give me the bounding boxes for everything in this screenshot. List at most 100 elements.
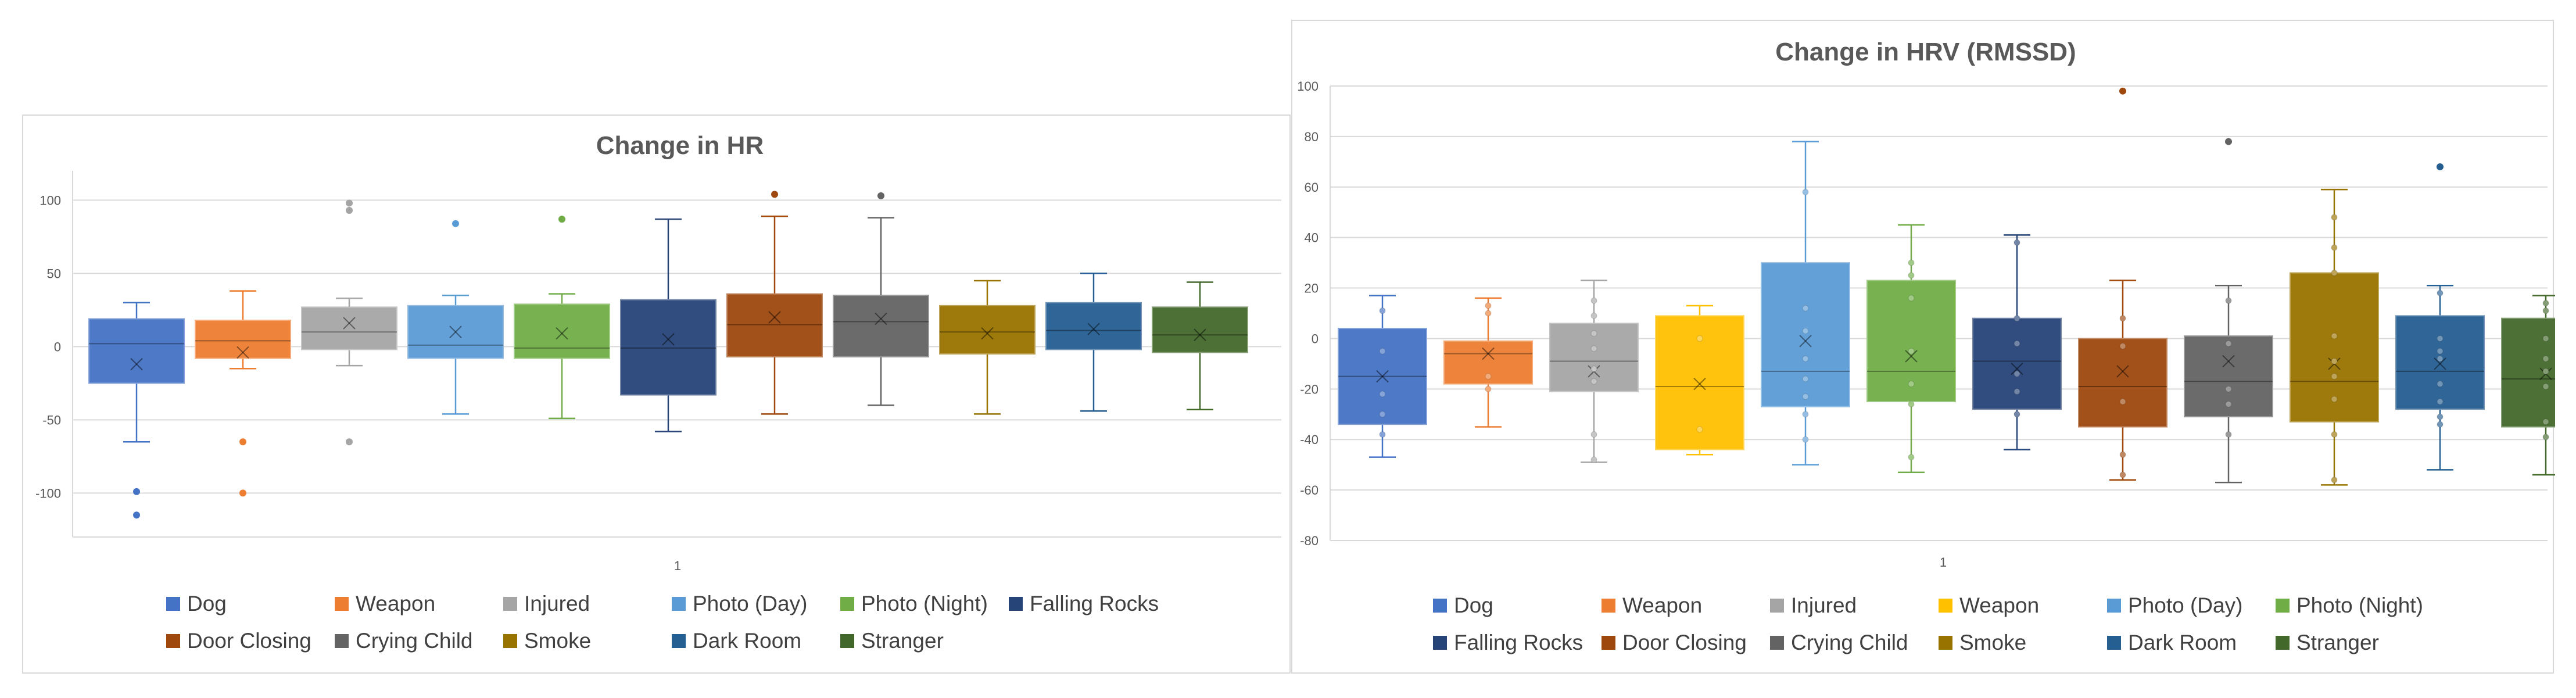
hrv-box-iqr: [2078, 338, 2167, 428]
hrv-data-point: [2437, 381, 2444, 388]
hrv-data-point: [2542, 300, 2549, 307]
hr-chart: Change in HR -100 -50 0 50 100 1 Dog Weapon In…: [35, 131, 1281, 653]
hr-y-tick-label: 100: [40, 193, 61, 207]
hrv-data-point: [1590, 378, 1597, 385]
hrv-data-point: [2331, 269, 2338, 276]
hrv-data-point: [2331, 358, 2338, 365]
hr-legend-item-dog: Dog: [166, 592, 227, 615]
hr-mean-marker: [662, 333, 675, 346]
hr-outlier-point: [771, 191, 778, 198]
hr-legend-label: Injured: [524, 592, 590, 615]
hrv-data-point: [2225, 340, 2232, 347]
hrv-data-point: [2437, 289, 2444, 296]
hrv-y-tick-label: -40: [1300, 432, 1319, 447]
hr-mean-marker: [130, 357, 143, 371]
hr-outlier-point: [346, 199, 353, 207]
hrv-chart-panel: Change in HRV (RMSSD) -80 -60 -40 -20 0 20 40 6…: [1291, 20, 2555, 674]
hrv-legend-label: Stranger: [2296, 631, 2379, 654]
hrv-data-point: [2225, 400, 2232, 407]
hrv-data-point: [2331, 244, 2338, 251]
hrv-mean-marker: [1905, 350, 1918, 363]
hrv-data-point: [2542, 335, 2549, 342]
hr-mean-marker: [1194, 328, 1206, 341]
hrv-legend-swatch: [1939, 599, 1952, 613]
hr-legend-item-injured: Injured: [503, 592, 590, 615]
hr-legend-swatch: [503, 634, 517, 648]
hrv-mean-marker: [1799, 335, 1812, 348]
hr-legend-label: Dark Room: [693, 629, 801, 653]
hrv-data-point: [2013, 315, 2020, 322]
hrv-legend-label: Photo (Night): [2296, 593, 2423, 617]
hr-legend-item-door-closing: Door Closing: [166, 629, 311, 653]
hrv-box-weapon: [1655, 305, 1744, 456]
hr-mean-marker: [662, 333, 675, 346]
hrv-data-point: [1696, 426, 1703, 433]
hr-outlier-point: [877, 192, 884, 199]
hr-legend-label: Photo (Day): [693, 592, 807, 615]
hrv-legend-swatch: [2107, 636, 2121, 650]
hr-legend-item-photo-day: Photo (Day): [672, 592, 807, 615]
hr-box-iqr: [301, 306, 397, 350]
hr-box-iqr: [620, 299, 716, 396]
hrv-legend-item-falling-rocks: Falling Rocks: [1433, 631, 1583, 654]
hrv-data-point: [2119, 451, 2126, 458]
hrv-data-point: [1908, 381, 1915, 388]
hrv-y-tick-label: -20: [1300, 382, 1319, 396]
hrv-box-falling-rocks: [1972, 234, 2062, 450]
hrv-data-point: [1590, 345, 1597, 352]
hrv-y-tick-label: 40: [1305, 231, 1319, 245]
hr-box-injured: [301, 199, 397, 446]
hrv-mean-marker: [1905, 350, 1918, 363]
hr-box-iqr: [726, 293, 823, 358]
hrv-data-point: [2331, 396, 2338, 403]
hrv-data-point: [1379, 348, 1386, 355]
hrv-legend-label: Injured: [1791, 593, 1857, 617]
hrv-data-point: [2437, 335, 2444, 342]
hrv-data-point: [1485, 385, 1492, 392]
hrv-box-photo-night: [1866, 224, 1956, 473]
hrv-data-point: [2013, 388, 2020, 395]
hrv-legend-swatch: [1770, 599, 1784, 613]
hr-mean-marker: [343, 317, 356, 330]
hrv-data-point: [1802, 355, 1809, 362]
hrv-box-iqr: [1972, 317, 2062, 410]
hrv-box-iqr: [1761, 262, 1850, 407]
hrv-legend-item-injured: Injured: [1770, 593, 1857, 617]
hrv-data-point: [1908, 259, 1915, 266]
hrv-mean-marker: [1376, 370, 1389, 383]
hr-legend-item-falling-rocks: Falling Rocks: [1009, 592, 1159, 615]
hrv-legend-item-photo-night: Photo (Night): [2276, 593, 2423, 617]
hr-mean-marker: [1087, 323, 1100, 335]
hr-mean-marker: [1194, 328, 1206, 341]
hr-outlier-point: [346, 438, 353, 446]
hr-mean-marker: [556, 327, 568, 340]
hrv-mean-marker: [2222, 355, 2235, 368]
hrv-box-injured: [1549, 280, 1639, 463]
hrv-outlier-point: [2437, 163, 2444, 171]
hr-outlier-point: [133, 488, 140, 495]
hr-box-photo-night: [514, 216, 610, 420]
hrv-legend-item-crying-child: Crying Child: [1770, 631, 1908, 654]
hr-box-iqr: [1152, 306, 1248, 353]
hrv-box-dog: [1338, 295, 1427, 458]
hrv-data-point: [2542, 434, 2549, 441]
hr-legend-swatch: [672, 634, 686, 648]
hr-outlier-point: [133, 511, 140, 519]
hrv-data-point: [1379, 391, 1386, 398]
hr-mean-marker: [343, 317, 356, 330]
hrv-data-point: [2437, 398, 2444, 405]
hrv-data-point: [1696, 335, 1703, 342]
hrv-data-point: [2119, 398, 2126, 405]
hr-legend-swatch: [166, 634, 180, 648]
hr-legend-item-stranger: Stranger: [840, 629, 944, 653]
hr-legend-label: Crying Child: [356, 629, 473, 653]
hrv-data-point: [1485, 302, 1492, 309]
hrv-chart: Change in HRV (RMSSD) -80 -60 -40 -20 0 20 40 6…: [1297, 38, 2555, 654]
hrv-data-point: [1908, 348, 1915, 355]
hr-legend-label: Door Closing: [187, 629, 311, 653]
hr-outlier-point: [558, 216, 565, 223]
hrv-legend-label: Dark Room: [2128, 631, 2237, 654]
hrv-legend-label: Door Closing: [1622, 631, 1747, 654]
hrv-data-point: [2013, 370, 2020, 377]
hrv-data-point: [1802, 305, 1809, 312]
